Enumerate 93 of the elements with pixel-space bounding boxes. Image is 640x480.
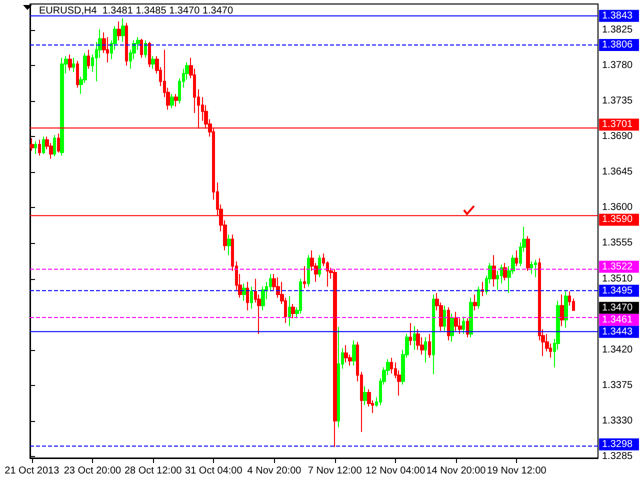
candlestick [503,262,507,281]
candlestick [38,139,41,156]
candlestick [140,38,143,58]
candlestick [447,306,450,341]
candlestick [299,278,302,314]
x-tick-label: 12 Nov 04:00 [366,466,426,476]
candlestick [318,254,321,278]
candlestick [42,136,45,155]
candlestick [530,260,533,275]
x-tick-label: 7 Nov 12:00 [308,466,362,476]
candlestick [337,326,340,428]
candlestick [291,304,295,319]
y-tick-label: 1.3645 [602,166,634,178]
candlestick [261,286,265,311]
text: 1.3470 [602,302,634,314]
candlestick [526,236,530,272]
candlestick [60,57,64,156]
candlestick [560,294,564,327]
candlestick [174,94,178,108]
candlestick [473,294,477,311]
candlestick [443,305,446,332]
x-tick-label: 28 Oct 12:00 [124,466,182,476]
candlestick [428,334,431,358]
candlestick [34,140,37,155]
candlestick [424,336,427,363]
x-tick-label: 14 Nov 20:00 [426,466,486,476]
candlestick [307,254,310,288]
candlestick [117,20,121,41]
candlestick [106,36,109,63]
y-tick-label: 1.3735 [602,96,634,107]
candlestick [87,49,90,70]
candlestick [534,259,537,278]
candlestick [303,266,306,289]
candlestick [242,283,246,302]
ref-line-label: 1.3495 [602,285,634,296]
y-tick-label: 1.3510 [602,273,634,284]
candlestick [515,250,518,267]
y-tick-label: 1.3420 [602,344,634,356]
candlestick [30,138,34,152]
x-tick-label: 21 Oct 2013 [4,466,60,476]
candlestick [492,254,496,288]
ref-line-label: 1.3701 [602,119,634,130]
candlestick [344,344,348,363]
candlestick [72,57,75,72]
candlestick [76,60,79,88]
y-tick-label: 1.3690 [602,131,634,142]
chart-title: EURUSD,H4 1.3481 1.3485 1.3470 1.3470 [39,6,234,16]
candlestick [333,268,337,448]
candlestick [250,286,253,310]
x-tick-label: 4 Nov 20:00 [247,466,302,476]
candlestick [466,318,469,338]
candlestick [462,316,465,335]
candlestick [363,386,367,406]
ref-line-label: 1.3298 [602,438,634,450]
candlestick [409,322,412,346]
ref-line-label: 1.3806 [602,40,634,51]
candlestick [477,286,480,310]
candlestick [68,54,72,71]
y-tick-label: 1.3555 [602,238,634,249]
ref-line-label: 1.3590 [602,214,634,226]
candlestick [148,41,151,68]
candlestick [170,94,174,109]
candlestick [144,40,147,58]
candlestick [390,357,393,374]
candlestick [352,340,356,366]
x-tick-label: 23 Oct 20:00 [64,466,122,476]
y-tick-label: 1.3780 [602,60,634,72]
candlestick [151,56,155,70]
ref-line-label: 1.3443 [602,326,634,338]
y-tick-label: 1.3600 [602,202,634,214]
candlestick [564,290,568,328]
y-tick-label: 1.3285 [602,450,634,462]
candlestick [413,326,416,350]
ref-line-label: 1.3522 [602,261,634,272]
ref-line-label: 1.3843 [602,10,634,22]
candlestick [416,328,420,350]
candlestick [121,18,125,42]
candlestick [432,294,435,375]
x-tick-label: 31 Oct 04:00 [185,466,243,476]
candlestick [450,313,454,342]
candlestick [125,22,128,66]
candlestick [288,296,291,327]
candlestick [57,132,60,153]
candlestick [246,281,249,311]
y-tick-label: 1.3375 [602,380,634,391]
y-tick-label: 1.3825 [602,24,634,36]
y-tick-label: 1.3330 [602,415,634,426]
candlestick [469,297,473,338]
candlestick [53,134,56,157]
candlestick [227,234,231,256]
x-tick-label: 19 Nov 12:00 [486,466,547,476]
ref-line-label: 1.3461 [602,314,634,326]
candlestick [454,311,458,332]
